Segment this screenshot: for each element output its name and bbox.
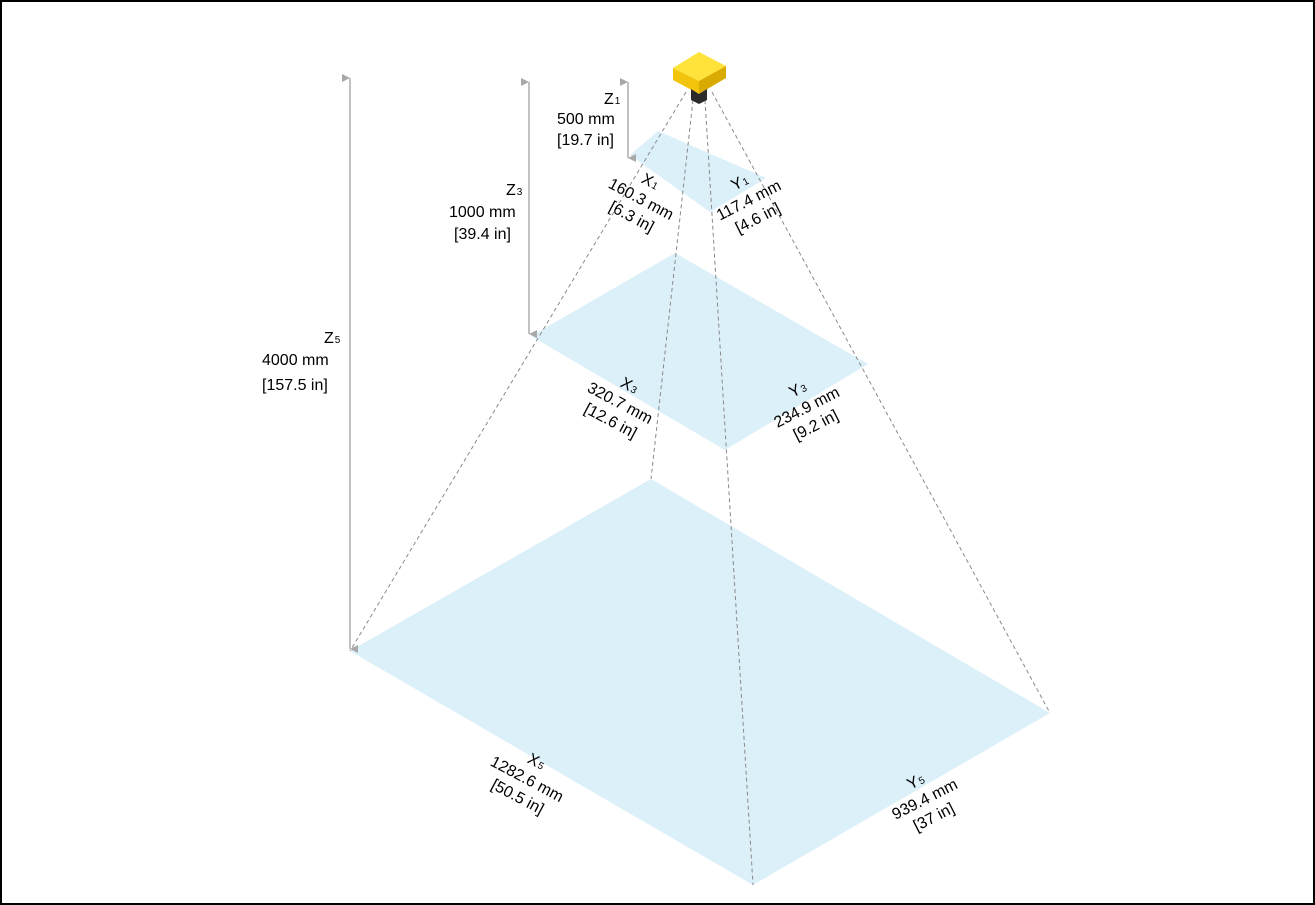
svg-text:X1: X1 bbox=[639, 170, 663, 193]
z3-mm: 1000 mm bbox=[449, 204, 516, 221]
field-plane-5 bbox=[350, 479, 1050, 885]
z1-letter: Z1 bbox=[604, 91, 621, 108]
field-of-view-edges bbox=[349, 91, 1051, 886]
z3-letter: Z3 bbox=[506, 182, 523, 199]
field-plane-1 bbox=[630, 131, 766, 212]
svg-text:Y5: Y5 bbox=[904, 770, 927, 793]
z5-label: Z5 4000 mm [157.5 in] bbox=[262, 330, 341, 394]
svg-text:Y3: Y3 bbox=[786, 378, 809, 401]
z5-mm: 4000 mm bbox=[262, 352, 329, 369]
z3-label: Z3 1000 mm [39.4 in] bbox=[449, 182, 523, 243]
z1-mm: 500 mm bbox=[557, 111, 615, 128]
sensor-camera-icon bbox=[673, 52, 726, 104]
z5-letter: Z5 bbox=[324, 330, 341, 347]
field-plane-3 bbox=[531, 253, 868, 450]
z5-inch: [157.5 in] bbox=[262, 377, 328, 394]
z1-label: Z1 500 mm [19.7 in] bbox=[557, 91, 621, 149]
svg-text:X3: X3 bbox=[618, 374, 642, 397]
svg-text:Y1: Y1 bbox=[728, 171, 751, 194]
svg-text:X5: X5 bbox=[525, 750, 549, 773]
z3-inch: [39.4 in] bbox=[454, 226, 511, 243]
z1-inch: [19.7 in] bbox=[557, 132, 614, 149]
